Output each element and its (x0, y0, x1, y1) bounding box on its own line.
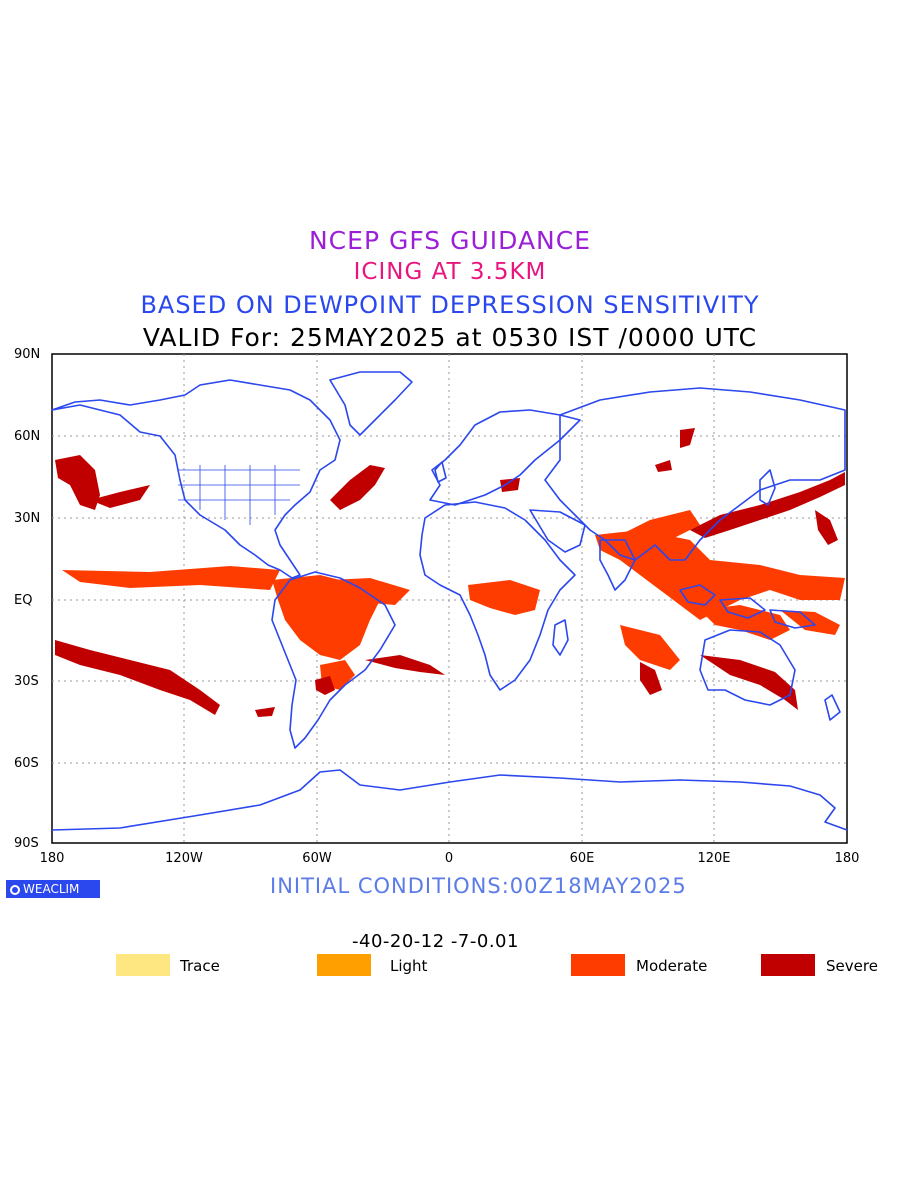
legend-swatch-severe (761, 954, 815, 976)
valid-time-title: VALID For: 25MAY2025 at 0530 IST /0000 U… (142, 323, 758, 352)
icing-map (51, 353, 848, 844)
lat-label-60s: 60S (14, 756, 39, 771)
legend-swatch-moderate (571, 954, 625, 976)
lat-label-90s: 90S (14, 836, 39, 851)
logo-text: WEACLIM (23, 882, 80, 896)
icing-moderate-areas (62, 510, 845, 690)
legend-swatch-trace (116, 954, 170, 976)
legend-label-severe: Severe (826, 957, 878, 975)
lon-label-0: 0 (444, 851, 454, 866)
lon-label-120e: 120E (697, 851, 731, 866)
lat-label-60n: 60N (14, 429, 41, 444)
lon-label-60e: 60E (569, 851, 595, 866)
legend-label-trace: Trace (180, 957, 220, 975)
lat-label-90n: 90N (14, 347, 41, 362)
lat-label-30n: 30N (14, 511, 41, 526)
legend-swatch-light (317, 954, 371, 976)
lat-label-eq: EQ (14, 593, 33, 608)
legend-label-light: Light (390, 957, 428, 975)
state-borders (178, 465, 300, 525)
weaclim-logo: WEACLIM (6, 880, 100, 898)
coastlines (51, 371, 848, 831)
legend-label-moderate: Moderate (636, 957, 708, 975)
colorbar-ticks: -40-20-12 -7-0.01 (352, 931, 519, 952)
initial-conditions: INITIAL CONDITIONS:00Z18MAY2025 (270, 874, 687, 898)
lon-label-120w: 120W (165, 851, 203, 866)
title-line-2: ICING AT 3.5KM (353, 259, 547, 285)
lon-label-60w: 60W (302, 851, 332, 866)
title-line-3: BASED ON DEWPOINT DEPRESSION SENSITIVITY (140, 291, 760, 319)
lat-label-30s: 30S (14, 674, 39, 689)
logo-ring-icon (10, 885, 20, 895)
lon-label-180w: 180 (39, 851, 65, 866)
title-line-1: NCEP GFS GUIDANCE (308, 226, 591, 255)
lon-label-180e: 180 (834, 851, 860, 866)
